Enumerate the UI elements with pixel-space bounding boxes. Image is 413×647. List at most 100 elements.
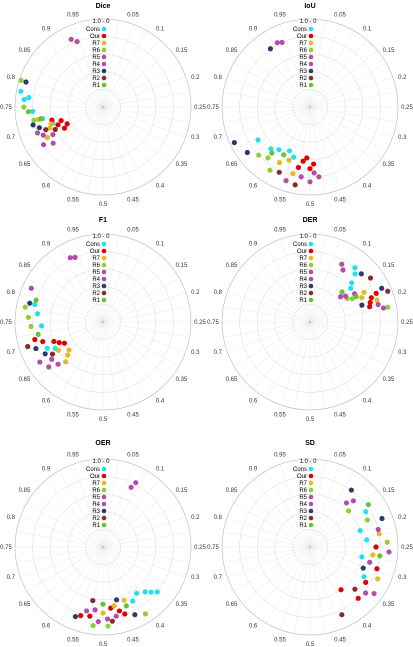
data-point	[28, 285, 34, 291]
angle-tick-label: 0.6	[42, 183, 51, 189]
angle-tick-label: 0.95	[274, 228, 286, 234]
legend-marker	[308, 508, 314, 514]
data-point	[27, 300, 33, 306]
data-point	[276, 159, 283, 166]
grid-spoke	[16, 306, 104, 323]
data-point	[386, 549, 392, 555]
grid-spoke	[233, 502, 311, 548]
angle-tick-label: 0.1	[156, 242, 165, 248]
grid-spoke	[102, 321, 180, 367]
grid-spoke	[102, 106, 180, 152]
angle-tick-label: 0.55	[274, 197, 286, 203]
angle-tick-label: 0.7	[214, 135, 223, 141]
data-point	[300, 158, 306, 164]
angle-tick-label: 0.65	[19, 602, 31, 608]
data-point	[55, 347, 62, 353]
angle-tick-label: 0.05	[127, 228, 139, 234]
angle-tick-label: 0.05	[127, 453, 139, 459]
legend-entry: R2	[299, 76, 307, 82]
angle-tick-label: 0.5	[99, 202, 108, 208]
data-point	[116, 608, 123, 614]
data-point	[307, 179, 313, 185]
data-point	[339, 612, 345, 618]
grid-spoke	[279, 464, 311, 548]
data-point	[316, 174, 322, 180]
grid-spoke	[309, 245, 355, 323]
data-point	[49, 351, 56, 357]
grid-spoke	[309, 546, 393, 578]
grid-spoke	[309, 464, 341, 548]
legend-marker	[308, 26, 314, 32]
data-point	[104, 616, 111, 622]
legend-marker	[308, 269, 314, 275]
angle-tick-label: 0.75	[0, 105, 12, 111]
grid-spoke	[102, 321, 186, 353]
data-point	[122, 611, 128, 617]
center-mark	[102, 546, 104, 548]
angle-tick-label: 0.9	[42, 27, 51, 33]
data-point	[244, 149, 250, 156]
angle-tick-label: 0.75	[207, 105, 219, 111]
legend-entry: R1	[299, 83, 307, 89]
grid-spoke	[309, 546, 397, 563]
grid-spoke	[102, 235, 119, 323]
angle-tick-label: 0.75	[0, 545, 12, 551]
data-point	[49, 356, 55, 362]
data-point	[30, 108, 36, 115]
grid-spoke	[242, 546, 311, 604]
grid-spoke	[309, 502, 387, 548]
grid-spoke	[102, 306, 190, 323]
legend-marker	[101, 68, 107, 74]
data-point	[34, 311, 41, 317]
data-point	[353, 293, 359, 300]
data-point	[25, 109, 31, 115]
grid-spoke	[46, 546, 104, 615]
legend-marker	[308, 487, 314, 493]
angle-tick-label: 0.35	[176, 162, 188, 168]
angle-tick-label: 0.3	[191, 135, 200, 141]
data-point	[121, 597, 127, 603]
data-point	[61, 340, 68, 346]
data-point	[38, 323, 45, 329]
angle-tick-label: 0.15	[176, 488, 188, 494]
grid-spoke	[26, 277, 104, 323]
legend-marker	[101, 262, 107, 268]
legend-marker	[308, 241, 314, 247]
data-point	[268, 146, 274, 152]
legend-marker	[101, 276, 107, 282]
data-point	[111, 603, 117, 609]
angle-tick-label: 0.6	[249, 183, 258, 189]
center-mark	[309, 321, 311, 323]
angle-tick-label: 0.4	[363, 398, 372, 404]
angle-tick-label: 0.25	[401, 105, 413, 111]
angle-tick-label: 0.65	[226, 602, 238, 608]
data-point	[37, 359, 43, 365]
angle-tick-label: 0.2	[191, 75, 200, 81]
legend-marker	[101, 283, 107, 289]
data-point	[90, 597, 96, 604]
grid-spoke	[20, 76, 104, 108]
angle-tick-label: 0.8	[214, 290, 223, 296]
angle-tick-label: 0.9	[249, 467, 258, 473]
grid-spoke	[72, 106, 104, 190]
data-point	[32, 301, 38, 308]
grid-spoke	[253, 479, 311, 548]
legend-marker	[101, 522, 107, 528]
radius-legend: 1.0 - 0	[299, 234, 317, 240]
data-point	[46, 364, 52, 370]
center-mark	[309, 546, 311, 548]
legend-marker	[308, 33, 314, 39]
legend-entry: R1	[299, 523, 307, 529]
grid-spoke	[279, 321, 311, 405]
data-point	[33, 297, 39, 303]
angle-tick-label: 0.3	[398, 135, 407, 141]
angle-tick-label: 0.55	[67, 637, 79, 643]
grid-spoke	[309, 239, 341, 323]
data-point	[269, 150, 275, 156]
panel-title: OER	[95, 440, 110, 447]
grid-spoke	[227, 321, 311, 353]
angle-tick-label: 0.4	[363, 183, 372, 189]
angle-tick-label: 0.3	[191, 575, 200, 581]
data-point	[342, 293, 349, 299]
